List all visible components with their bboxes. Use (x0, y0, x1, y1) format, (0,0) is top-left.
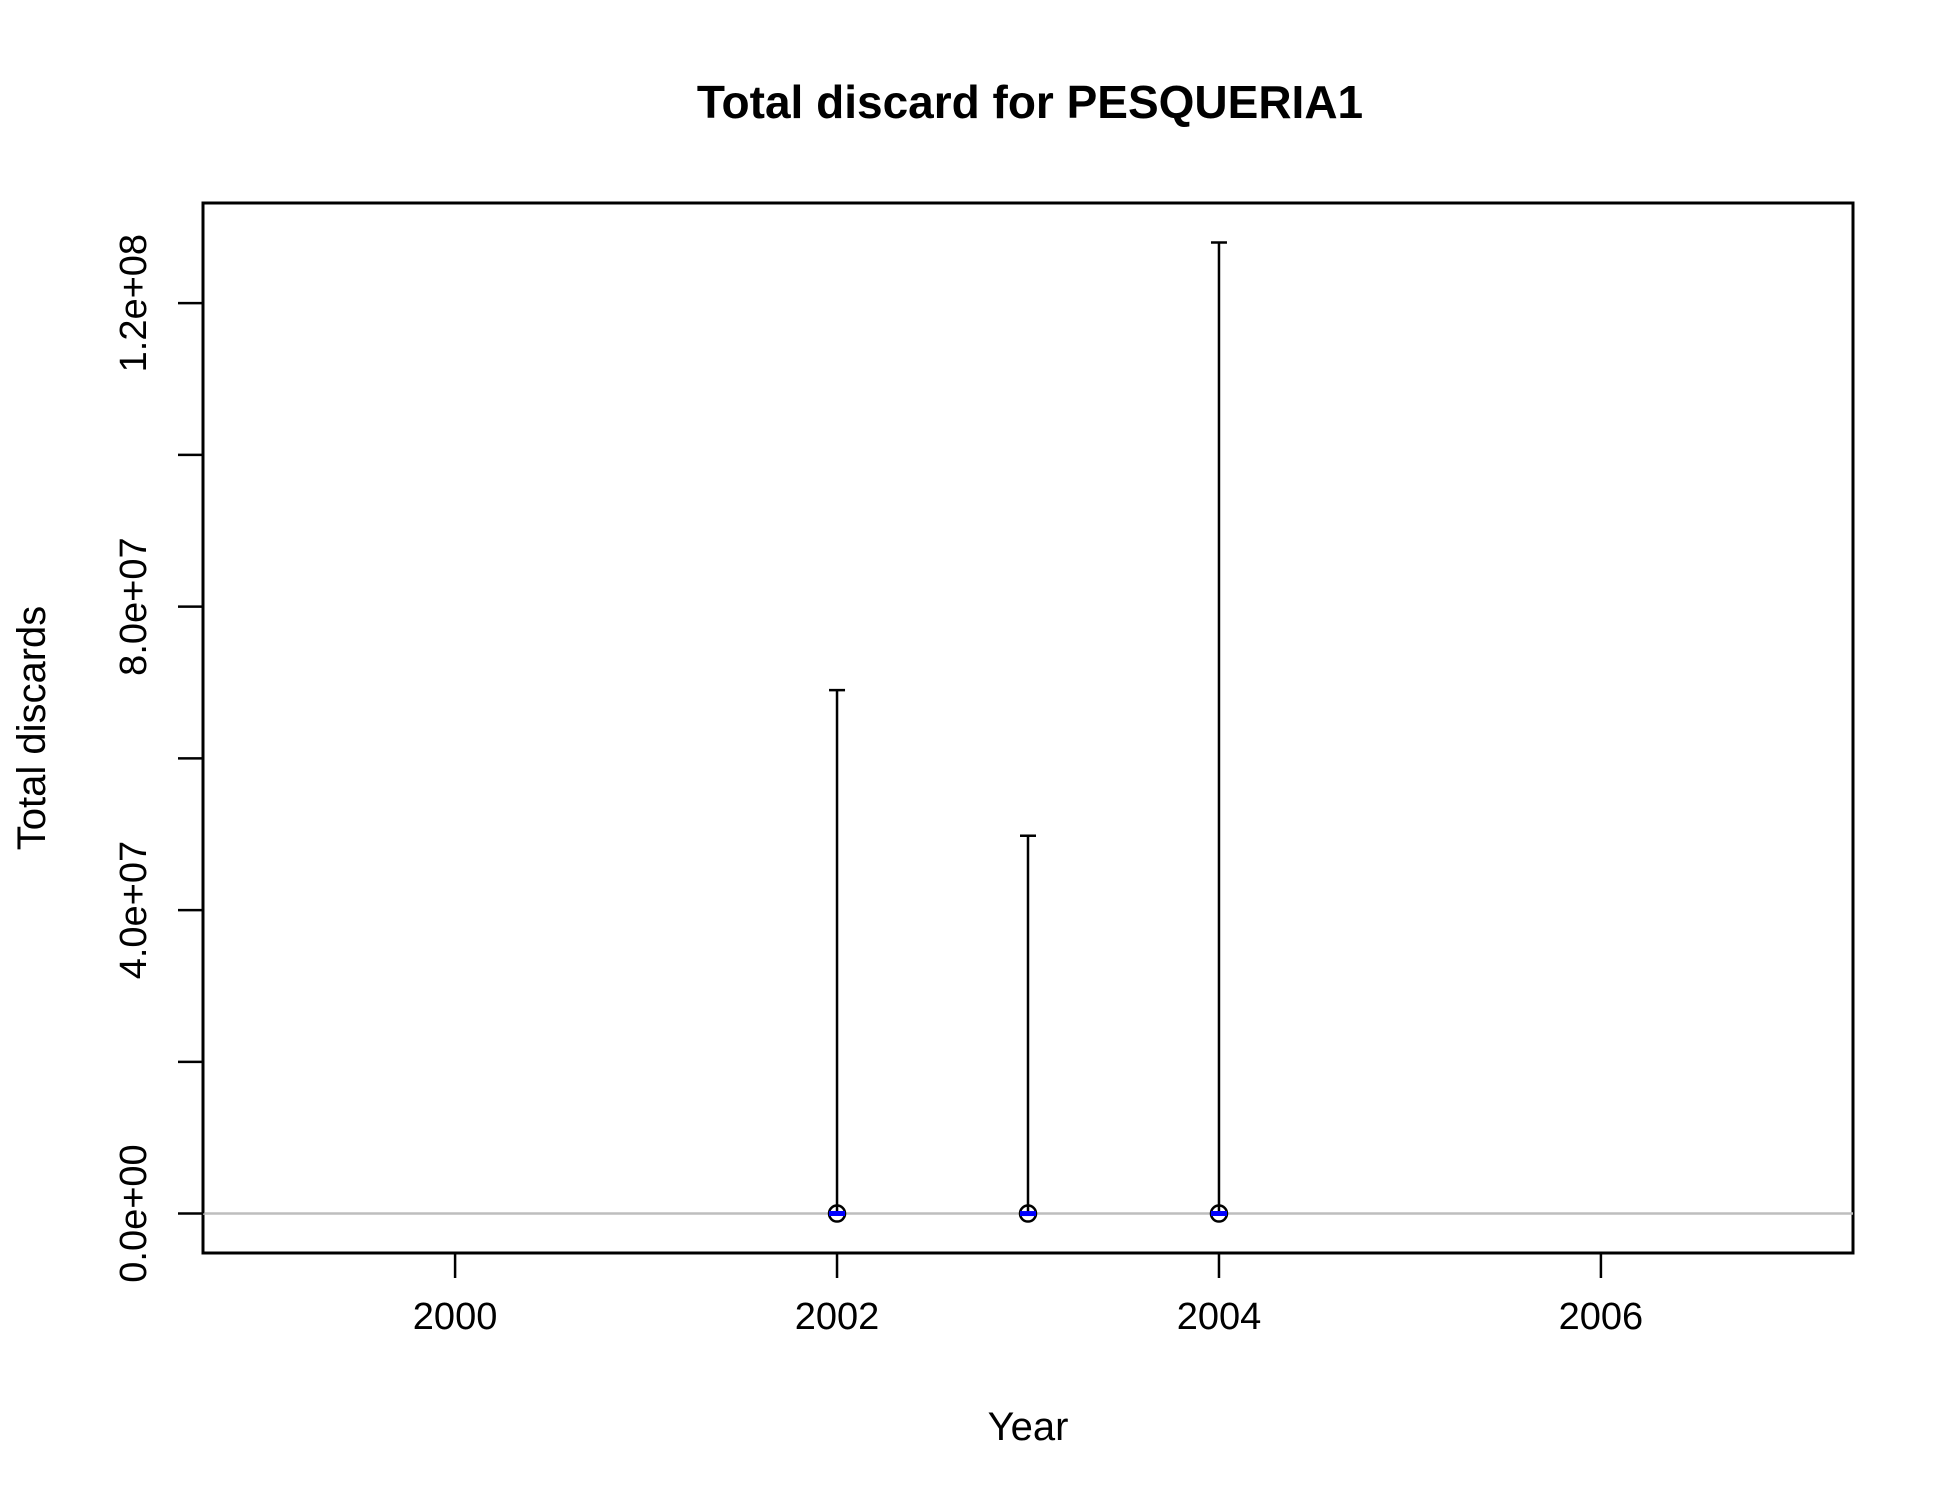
y-tick-label-4: 8.0e+07 (113, 537, 155, 675)
x-tick-label-2006: 2006 (1559, 1296, 1644, 1338)
x-axis-label: Year (988, 1405, 1069, 1449)
y-axis-label: Total discards (10, 606, 54, 851)
y-tick-label-0: 0.0e+00 (113, 1144, 155, 1282)
y-tick-label-2: 4.0e+07 (113, 841, 155, 979)
chart-title: Total discard for PESQUERIA1 (697, 76, 1363, 128)
y-tick-label-6: 1.2e+08 (113, 234, 155, 372)
x-axis: 2000 2002 2004 2006 (413, 1251, 1644, 1338)
x-tick-label-2002: 2002 (795, 1296, 880, 1338)
x-tick-label-2000: 2000 (413, 1296, 498, 1338)
y-axis: 0.0e+00 4.0e+07 8.0e+07 1.2e+08 (113, 234, 205, 1283)
x-tick-label-2004: 2004 (1177, 1296, 1262, 1338)
